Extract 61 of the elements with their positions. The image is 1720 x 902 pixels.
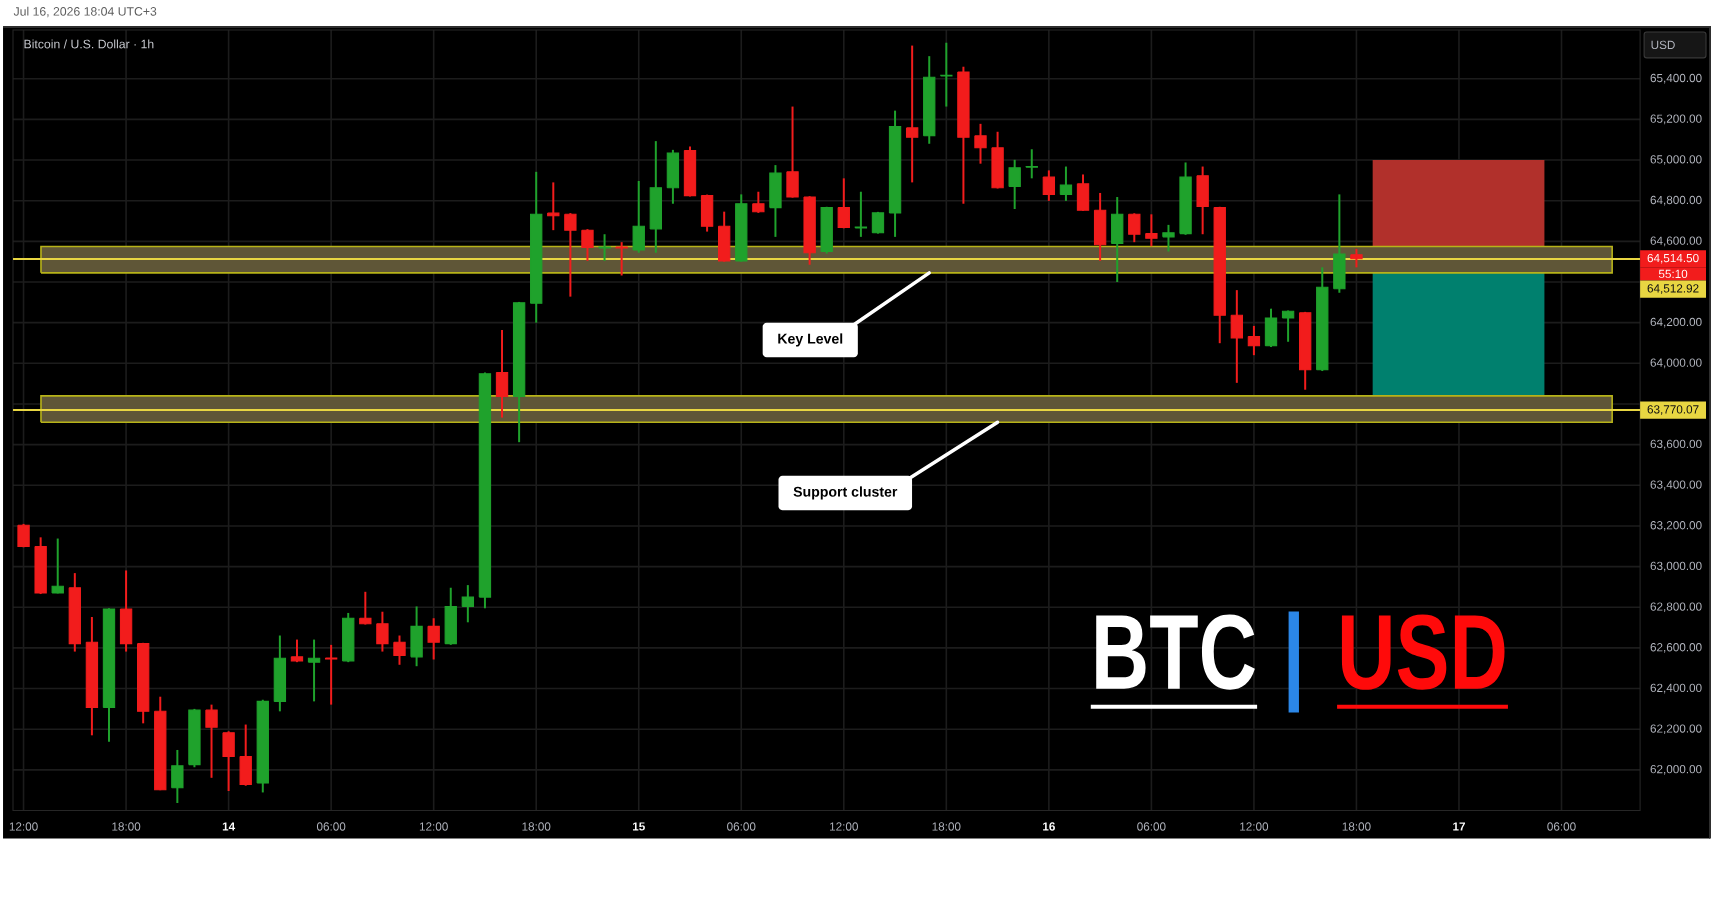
candlestick [615,240,628,277]
candlestick [700,193,714,233]
candlestick [1333,193,1346,294]
candlestick [1247,324,1261,356]
candlestick [1025,148,1038,180]
candlestick [461,583,475,624]
candlestick [581,227,594,262]
candlestick [427,617,440,661]
annotation: | [1288,611,1299,713]
candlestick [222,730,235,792]
candlestick [1076,173,1090,212]
candlestick [1008,158,1021,210]
candlestick [991,130,1004,190]
candlestick [837,177,850,230]
candlestick [1230,288,1243,384]
candlestick [974,122,987,165]
candlestick [1350,247,1363,269]
candlestick [324,643,338,706]
candlestick [769,163,782,238]
candlestick [1111,195,1124,283]
candlestick [119,569,133,653]
candlestick [547,181,560,231]
candlestick [1196,165,1209,236]
candlestick [598,233,611,262]
candlestick [307,638,321,703]
candlestick [239,723,252,787]
candlestick [940,41,953,108]
candlestick [444,586,457,646]
candlestick [666,148,680,205]
candlestick [649,139,662,254]
candlestick [854,190,868,238]
candlestick [495,328,509,419]
candlestick [205,703,218,779]
candlestick [273,634,287,713]
candlestick [1059,165,1073,202]
candlestick [1264,307,1278,348]
candlestick [683,145,697,198]
candlestick [1162,223,1175,253]
candlestick [290,638,304,663]
annotation: BTC [1096,614,1255,690]
candlestick [393,634,406,666]
candlestick [34,536,47,595]
candlestick [905,44,919,184]
candlestick [171,748,184,804]
candlestick [564,211,577,298]
candlestick [820,205,833,255]
candlestick [410,605,423,668]
candlestick [1093,191,1107,262]
candlestick [1281,309,1295,343]
candlestick [1128,212,1141,243]
candlestick [359,590,372,626]
candlestick [632,179,645,254]
candlestick [342,611,355,663]
candlestick [376,610,389,653]
candlestick [718,210,731,263]
candlestick [1042,169,1056,202]
candlestick [752,190,765,214]
candlestick [786,105,799,199]
candlestick [1145,213,1158,248]
candlestick [51,537,64,595]
annotation: USD [1341,614,1505,690]
